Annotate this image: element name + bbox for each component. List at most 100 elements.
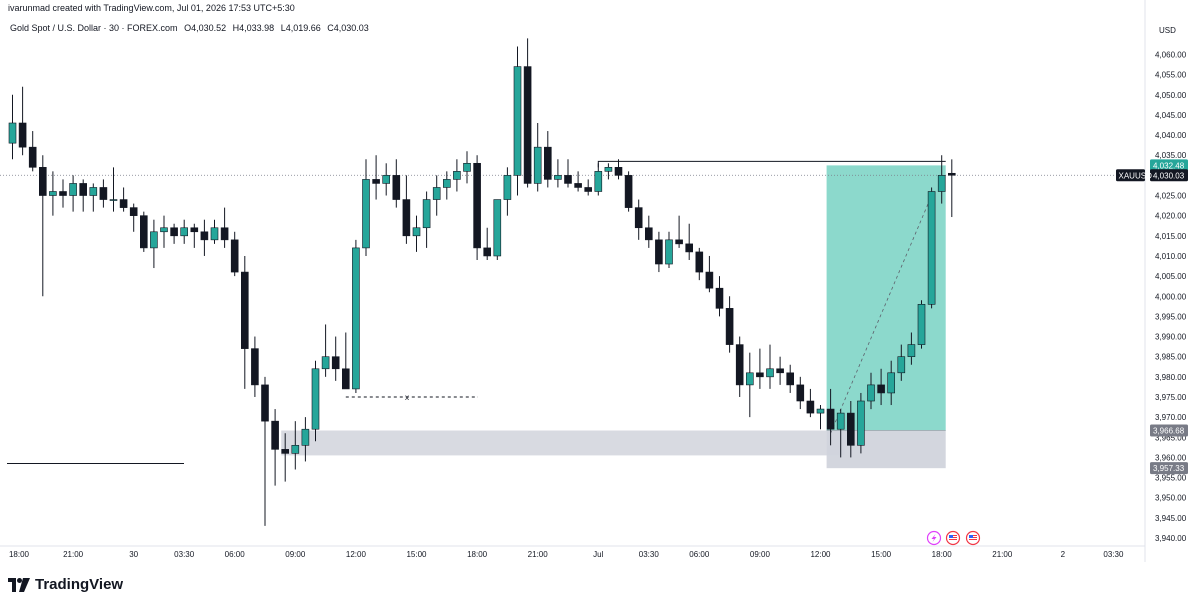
time-axis[interactable]: 18:00 21:00 30 03:30 06:00 09:00 12:00 15:00 18:… xyxy=(0,545,1145,559)
drawing-zones[interactable] xyxy=(281,165,946,469)
bearish-candle xyxy=(38,155,47,297)
time-tick-label: 03:30 xyxy=(639,550,660,559)
candlestick-series xyxy=(8,38,956,526)
bullish-candle xyxy=(442,171,451,200)
candle-body xyxy=(705,271,714,289)
candle-body xyxy=(79,183,87,196)
bullish-candle xyxy=(503,167,512,216)
candle-body xyxy=(564,175,572,184)
candle-body xyxy=(301,428,310,446)
candle-body xyxy=(634,207,643,229)
candle-body xyxy=(897,356,906,374)
bullish-candle xyxy=(291,421,300,470)
bearish-candle xyxy=(281,433,290,482)
candle-body xyxy=(503,175,512,200)
bullish-candle xyxy=(513,46,522,196)
candle-body xyxy=(806,400,815,414)
candle-body xyxy=(533,146,542,184)
candle-body xyxy=(382,175,391,184)
bullish-candle xyxy=(927,187,936,309)
bearish-candle xyxy=(251,336,259,397)
bearish-candle xyxy=(705,255,714,293)
flag-stripe xyxy=(969,539,977,540)
lightning-icon[interactable] xyxy=(926,530,942,546)
candle-body xyxy=(513,66,522,176)
candle-body xyxy=(463,162,471,172)
candle-body xyxy=(857,400,865,446)
price-chart[interactable]: USD 4,060.00 4,055.00 4,050.00 4,045.00 4,04… xyxy=(0,0,1200,568)
event-flags[interactable] xyxy=(926,530,981,546)
candle-body xyxy=(816,408,825,414)
candle-body xyxy=(362,179,370,249)
candle-body xyxy=(584,187,593,192)
bearish-candle xyxy=(806,388,815,418)
time-tick-label: 18:00 xyxy=(9,550,30,559)
candle-body xyxy=(655,239,663,265)
marked-low-x-marker: x xyxy=(405,393,409,402)
candle-body xyxy=(109,199,118,201)
bearish-candle xyxy=(170,223,178,244)
bearish-candle xyxy=(99,179,108,208)
bearish-candle xyxy=(372,155,380,200)
long-position-risk[interactable] xyxy=(826,430,946,469)
price-axis[interactable]: USD 4,060.00 4,055.00 4,050.00 4,045.00 4,04… xyxy=(1144,0,1187,562)
candle-body xyxy=(483,247,492,257)
time-tick-label: 21:00 xyxy=(528,550,549,559)
bearish-candle xyxy=(200,219,209,256)
candle-body xyxy=(644,227,653,241)
stop-level-tag-label: 3,966.68 xyxy=(1153,427,1185,436)
time-tick-label: 03:30 xyxy=(1103,550,1124,559)
candle-body xyxy=(180,227,188,237)
bearish-candle xyxy=(644,215,653,248)
demand-zone[interactable] xyxy=(281,430,845,456)
candle-body xyxy=(695,251,704,273)
price-tick-label: 4,055.00 xyxy=(1155,71,1187,80)
time-tick-label: 12:00 xyxy=(346,550,367,559)
tradingview-logo[interactable]: TradingView xyxy=(8,576,123,593)
symbol-description[interactable]: Gold Spot / U.S. Dollar · 30 · FOREX.com xyxy=(10,23,178,33)
bullish-candle xyxy=(533,122,542,192)
currency-label[interactable]: USD xyxy=(1159,26,1176,35)
bearish-candle xyxy=(190,223,199,248)
price-tick-label: 4,005.00 xyxy=(1155,272,1187,281)
stop-level-tag: 3,966.68 xyxy=(1150,424,1188,437)
candle-body xyxy=(493,199,502,257)
price-tags: 4,032.484,030.03 3,966.68 3,957.33 XAUUSD xyxy=(1116,159,1188,475)
bullish-candle xyxy=(160,215,168,248)
candle-body xyxy=(927,191,936,305)
price-tick-label: 4,010.00 xyxy=(1155,252,1187,261)
bearish-candle xyxy=(18,86,27,156)
price-tick-label: 3,985.00 xyxy=(1155,353,1187,362)
candle-body xyxy=(594,171,603,192)
last-price-tag: 4,030.03 xyxy=(1150,169,1188,182)
us-flag-icon[interactable] xyxy=(945,530,961,546)
price-tick-label: 3,965.00 xyxy=(1155,433,1187,442)
candle-body xyxy=(554,175,562,180)
candle-body xyxy=(776,368,784,374)
bearish-candle xyxy=(715,276,724,317)
us-flag-icon[interactable] xyxy=(965,530,981,546)
bullish-candle xyxy=(887,360,896,406)
time-tick-label: 15:00 xyxy=(871,550,892,559)
candle-body xyxy=(453,171,461,180)
bullish-candle xyxy=(422,191,431,248)
bullish-candle xyxy=(311,360,320,442)
candle-body xyxy=(190,227,199,233)
drawing-lines[interactable]: x xyxy=(0,160,1145,464)
bullish-candle xyxy=(210,219,219,244)
bullish-candle xyxy=(301,417,310,462)
bearish-candle xyxy=(695,247,704,281)
time-tick-label: 30 xyxy=(129,550,138,559)
bullish-candle xyxy=(453,159,461,192)
time-tick-label: Jul xyxy=(593,550,603,559)
tradingview-wordmark: TradingView xyxy=(35,576,124,593)
price-tick-label: 4,020.00 xyxy=(1155,212,1187,221)
bullish-candle xyxy=(897,344,906,381)
long-position-profit[interactable] xyxy=(826,165,946,431)
bullish-candle xyxy=(463,151,471,184)
candle-body xyxy=(887,372,896,394)
price-tick-label: 4,040.00 xyxy=(1155,131,1187,140)
candle-body xyxy=(937,175,946,192)
bearish-candle xyxy=(140,211,148,252)
bearish-candle xyxy=(79,179,87,212)
